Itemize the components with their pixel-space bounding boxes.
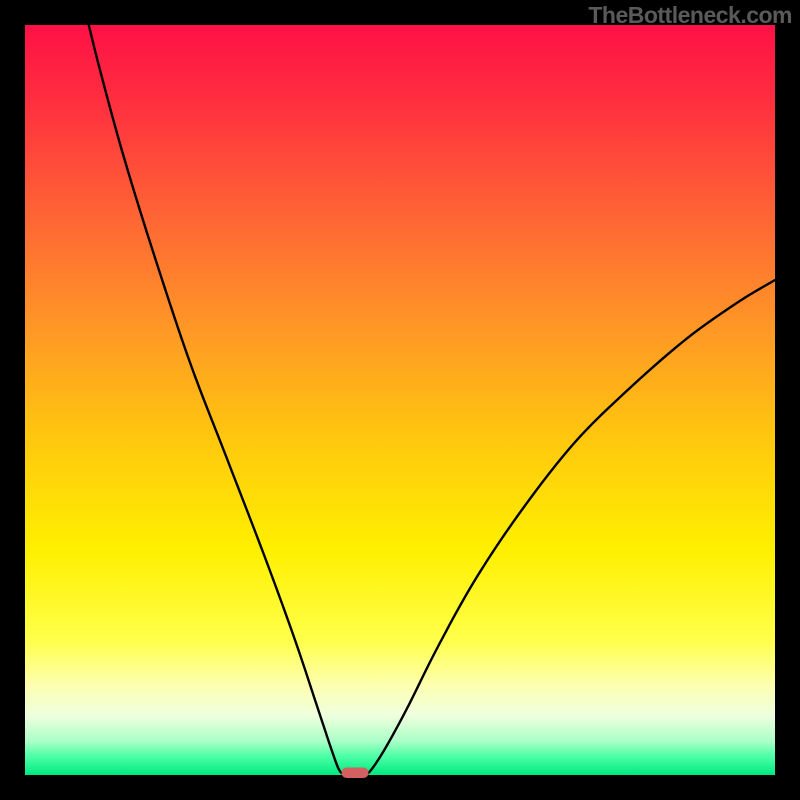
- plot-background: [25, 25, 775, 775]
- watermark-text: TheBottleneck.com: [588, 2, 792, 29]
- optimal-marker: [342, 768, 369, 779]
- chart-container: TheBottleneck.com: [0, 0, 800, 800]
- bottleneck-chart: [0, 0, 800, 800]
